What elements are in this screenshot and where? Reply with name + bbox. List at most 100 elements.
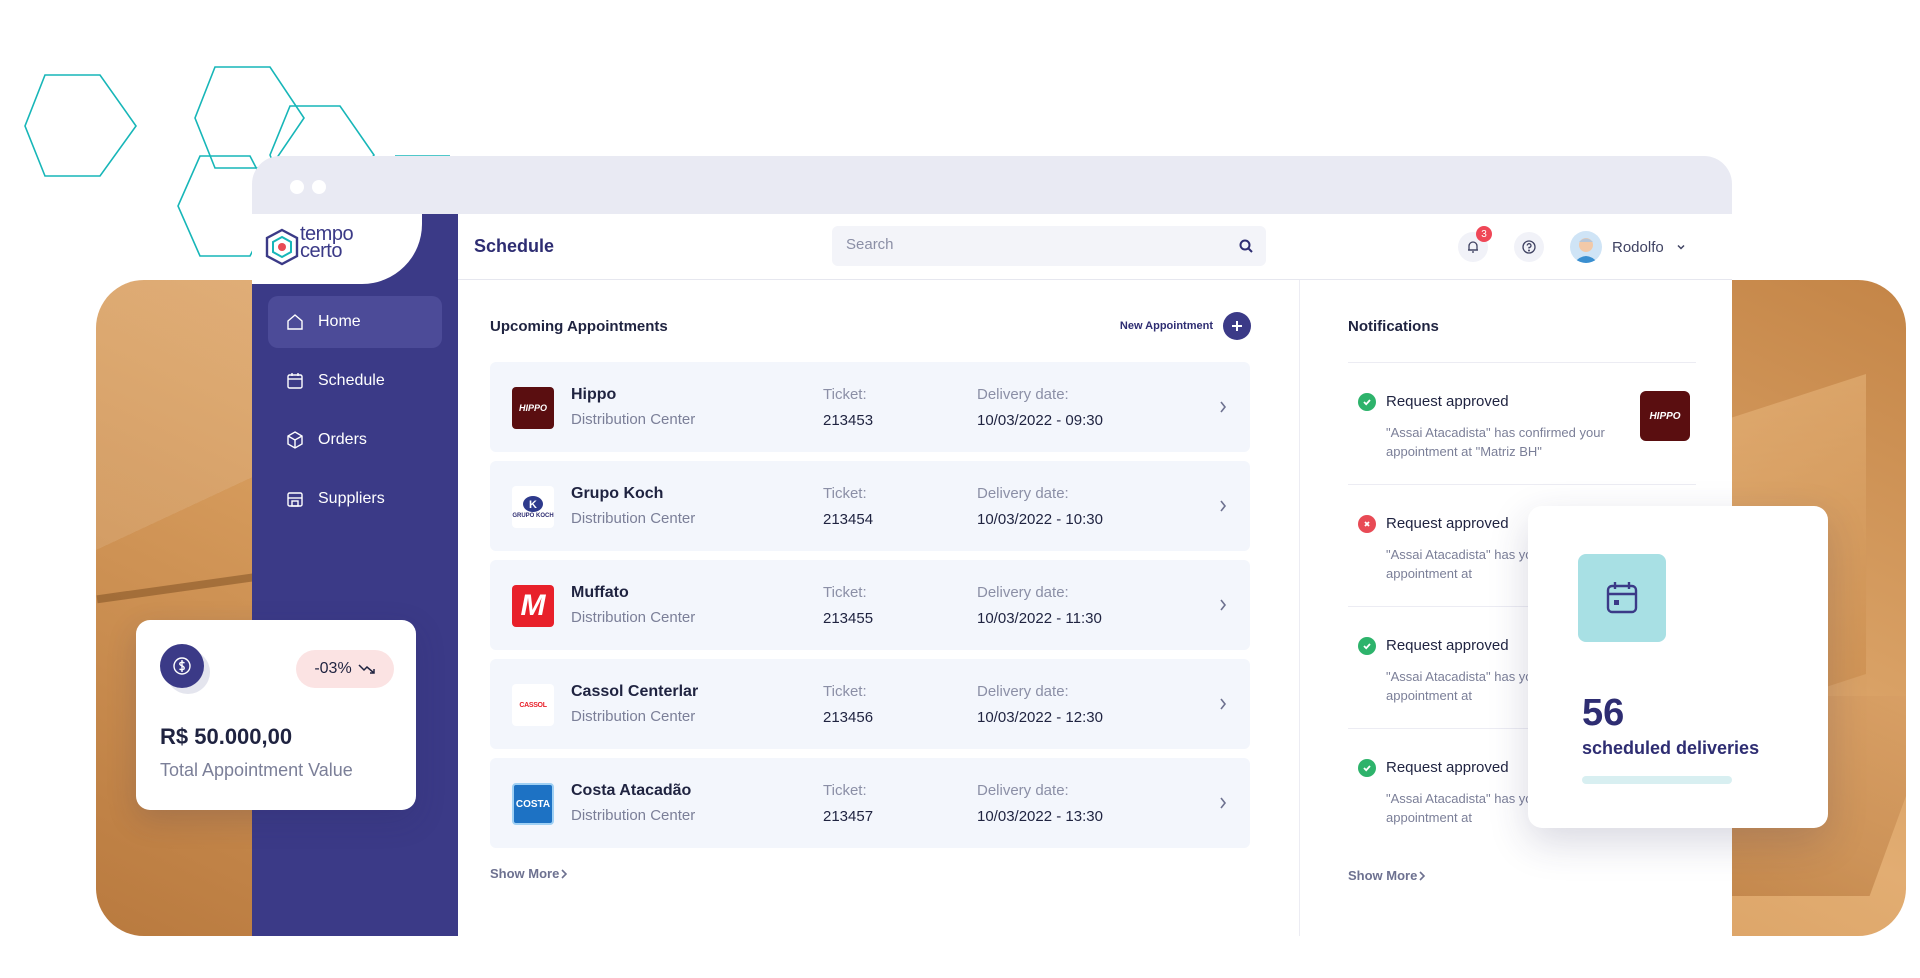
- search-button[interactable]: [1234, 234, 1258, 258]
- search-input[interactable]: [846, 236, 1226, 253]
- appointments-panel: Upcoming Appointments New Appointment HI…: [458, 280, 1300, 936]
- notification-title: Request approved: [1386, 393, 1509, 410]
- chevron-right-icon[interactable]: [1218, 597, 1228, 613]
- ticket-value: 213455: [823, 610, 874, 627]
- notification-body: "Assai Atacadista" has your appointment …: [1386, 547, 1545, 581]
- appointment-row[interactable]: M Muffato Distribution Center Ticket: 21…: [490, 560, 1250, 650]
- supplier-name: Muffato: [571, 584, 629, 601]
- notifications-panel: Notifications Request approved "Assai At…: [1300, 280, 1732, 936]
- sidebar-item-label: Orders: [318, 431, 367, 448]
- ticket-value: 213456: [823, 709, 874, 726]
- notifications-list: Request approved "Assai Atacadista" has …: [1348, 362, 1696, 851]
- notification-item[interactable]: Request approved "Assai Atacadista" has …: [1348, 363, 1696, 485]
- scheduled-deliveries-card: 56 scheduled deliveries: [1528, 506, 1828, 828]
- store-icon: [287, 492, 303, 507]
- check-circle-icon: [1358, 637, 1376, 655]
- ticket-label: Ticket:: [823, 485, 867, 502]
- delivery-label: Delivery date:: [977, 584, 1069, 601]
- supplier-logo: CASSOL: [512, 684, 554, 726]
- app-window: tempo certo Home Schedule Orders Supplie…: [252, 156, 1732, 936]
- total-value-label: Total Appointment Value: [160, 760, 353, 780]
- supplier-name: Cassol Centerlar: [571, 683, 699, 700]
- chevron-right-icon[interactable]: [1218, 795, 1228, 811]
- notification-logo: HIPPO: [1640, 391, 1690, 441]
- supplier-name: Hippo: [571, 386, 617, 403]
- appointment-row[interactable]: K GRUPO KOCH Grupo Koch Distribution Cen…: [490, 461, 1250, 551]
- delivery-value: 10/03/2022 - 12:30: [977, 709, 1103, 726]
- appointments-list: HIPPO Hippo Distribution Center Ticket: …: [490, 362, 1250, 857]
- chevron-right-icon[interactable]: [1218, 399, 1228, 415]
- calendar-icon: [1606, 582, 1638, 614]
- sidebar-item-suppliers[interactable]: Suppliers: [268, 473, 442, 525]
- check-circle-icon: [1358, 759, 1376, 777]
- logo-mark-icon: [265, 228, 299, 266]
- user-name: Rodolfo: [1612, 238, 1664, 256]
- supplier-name: Grupo Koch: [571, 485, 664, 502]
- sidebar-item-label: Suppliers: [318, 490, 385, 507]
- main-content: Schedule 3: [458, 214, 1732, 936]
- notification-title: Request approved: [1386, 759, 1509, 776]
- sidebar-item-orders[interactable]: Orders: [268, 414, 442, 466]
- page-title: Schedule: [474, 236, 555, 256]
- new-appointment-button[interactable]: New Appointment: [1120, 312, 1251, 340]
- check-circle-icon: [1358, 393, 1376, 411]
- chevron-right-icon[interactable]: [1218, 498, 1228, 514]
- delta-value: -03%: [314, 660, 352, 677]
- appointments-title: Upcoming Appointments: [490, 318, 668, 335]
- sidebar-item-label: Home: [318, 313, 361, 330]
- ticket-label: Ticket:: [823, 782, 867, 799]
- help-button[interactable]: [1514, 232, 1544, 262]
- appointment-row[interactable]: CASSOL Cassol Centerlar Distribution Cen…: [490, 659, 1250, 749]
- window-dot: [290, 180, 304, 194]
- ticket-value: 213454: [823, 511, 874, 528]
- chevron-right-icon[interactable]: [1218, 696, 1228, 712]
- notifications-show-more-link[interactable]: Show More: [1348, 868, 1427, 883]
- total-value-card: -03% R$ 50.000,00 Total Appointment Valu…: [136, 620, 416, 810]
- notification-item[interactable]: Request approved "Assai Atacadista" has …: [1348, 485, 1696, 607]
- supplier-logo: K GRUPO KOCH: [512, 486, 554, 528]
- help-icon: [1522, 240, 1536, 254]
- dollar-coin-icon: [160, 644, 204, 688]
- scheduled-count: 56: [1582, 692, 1625, 734]
- appointment-row[interactable]: COSTA Costa Atacadão Distribution Center…: [490, 758, 1250, 848]
- supplier-type: Distribution Center: [571, 807, 696, 824]
- appointments-show-more-link[interactable]: Show More: [490, 866, 569, 881]
- scheduled-label: scheduled deliveries: [1582, 738, 1760, 758]
- supplier-name: Costa Atacadão: [571, 782, 692, 799]
- supplier-type: Distribution Center: [571, 510, 696, 527]
- ticket-value: 213457: [823, 808, 874, 825]
- chevron-right-icon: [1419, 870, 1426, 881]
- supplier-type: Distribution Center: [571, 708, 696, 725]
- trend-down-icon: [358, 664, 375, 674]
- ticket-label: Ticket:: [823, 584, 867, 601]
- scheduled-progress-bar: [1582, 776, 1732, 784]
- top-bar: Schedule 3: [458, 214, 1732, 280]
- search-box: [832, 226, 1266, 266]
- notifications-button[interactable]: 3: [1458, 226, 1492, 262]
- calendar-icon: [287, 373, 303, 389]
- supplier-type: Distribution Center: [571, 411, 696, 428]
- avatar-icon: [1574, 238, 1598, 263]
- plus-icon: [1223, 312, 1251, 340]
- bell-icon: [1468, 241, 1478, 253]
- appointment-row[interactable]: HIPPO Hippo Distribution Center Ticket: …: [490, 362, 1250, 452]
- ticket-label: Ticket:: [823, 683, 867, 700]
- sidebar-item-schedule[interactable]: Schedule: [268, 355, 442, 407]
- logo-line1: tempo: [300, 223, 354, 245]
- box-icon: [287, 431, 303, 449]
- delivery-label: Delivery date:: [977, 386, 1069, 403]
- ticket-value: 213453: [823, 412, 874, 429]
- notification-item[interactable]: Request approved "Assai Atacadista" has …: [1348, 729, 1696, 851]
- chevron-right-icon: [561, 868, 568, 879]
- avatar: [1570, 231, 1602, 263]
- search-icon: [1239, 239, 1253, 253]
- supplier-logo-text: GRUPO KOCH: [512, 513, 554, 519]
- notification-item[interactable]: Request approved "Assai Atacadista" has …: [1348, 607, 1696, 729]
- delivery-value: 10/03/2022 - 10:30: [977, 511, 1103, 528]
- sidebar-item-home[interactable]: Home: [268, 296, 442, 348]
- user-menu[interactable]: Rodolfo: [1570, 230, 1686, 264]
- supplier-logo: COSTA: [512, 783, 554, 825]
- logo[interactable]: tempo certo: [252, 214, 422, 284]
- delivery-label: Delivery date:: [977, 485, 1069, 502]
- notification-body: "Assai Atacadista" has your appointment …: [1386, 791, 1545, 825]
